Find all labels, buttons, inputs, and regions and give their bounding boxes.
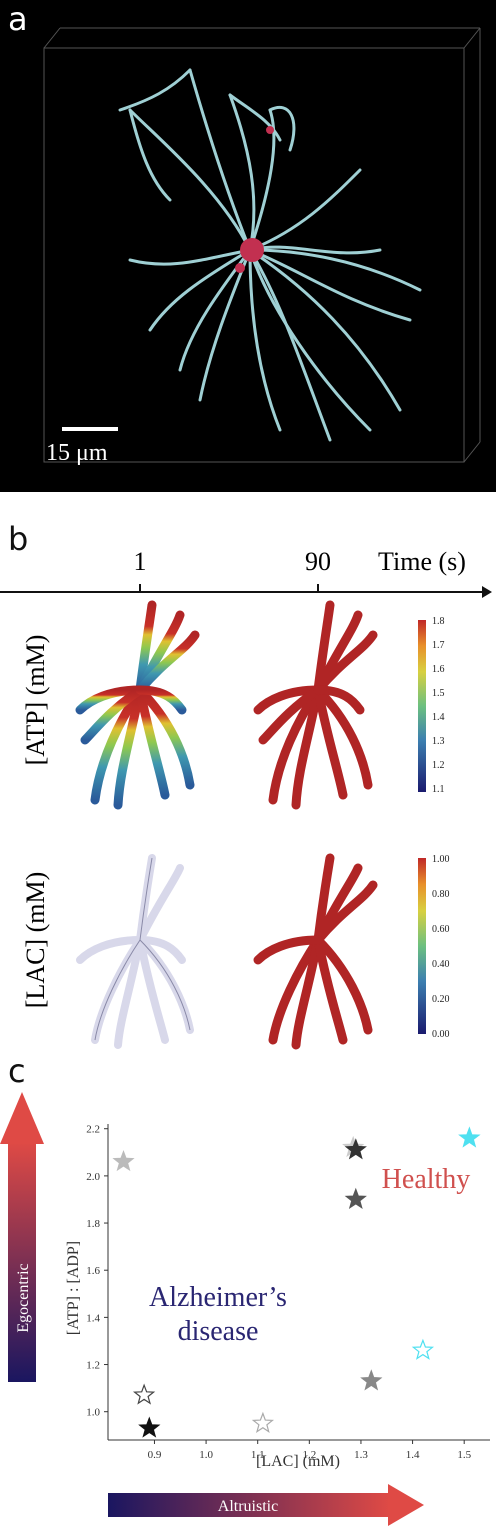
altruistic-arrow-head bbox=[388, 1484, 424, 1526]
scatter-point-star bbox=[132, 1383, 156, 1405]
atp-cb-tick: 1.7 bbox=[432, 640, 445, 651]
scatter-point-star bbox=[360, 1369, 383, 1391]
scatter-point-star bbox=[112, 1150, 135, 1172]
x-tick-label: 1.4 bbox=[406, 1449, 420, 1461]
tick-label-1: 1 bbox=[134, 547, 147, 576]
x-tick-label: 1.3 bbox=[354, 1449, 368, 1461]
lac-cell-t90 bbox=[253, 853, 378, 1050]
scatter-point-star bbox=[344, 1187, 367, 1209]
y-tick-label: 2.2 bbox=[86, 1124, 100, 1136]
lac-cb-tick: 0.00 bbox=[432, 1029, 450, 1040]
atp-cb-tick: 1.3 bbox=[432, 736, 445, 747]
atp-cb-tick: 1.8 bbox=[432, 616, 445, 627]
atp-cb-tick: 1.1 bbox=[432, 784, 445, 795]
atp-cb-tick: 1.5 bbox=[432, 688, 445, 699]
astrocyte-soma bbox=[235, 126, 274, 273]
scatter-point-star bbox=[458, 1126, 481, 1148]
panel-a-label: a bbox=[8, 0, 28, 38]
atp-cb-tick: 1.2 bbox=[432, 760, 445, 771]
y-tick-label: 1.0 bbox=[86, 1407, 100, 1419]
scale-bar-label: 15 μm bbox=[46, 440, 108, 466]
lac-cb-tick: 0.40 bbox=[432, 959, 450, 970]
lac-row-label: [LAC] (mM) bbox=[21, 872, 50, 1008]
tick-label-90: 90 bbox=[305, 547, 331, 576]
panel-c-figure: Egocentric Altruistic 0.9 1.0 1.1 1.2 1.3 1.4… bbox=[0, 1092, 490, 1526]
y-axis-label: [ATP] : [ADP] bbox=[65, 1241, 82, 1335]
scatter-axes: 0.9 1.0 1.1 1.2 1.3 1.4 1.5 1.0 1.2 1.4 1.6 1.8 2.0 2… bbox=[86, 1124, 490, 1461]
atp-cell-t90 bbox=[253, 600, 378, 810]
lac-cb-tick: 0.60 bbox=[432, 924, 450, 935]
egocentric-label: Egocentric bbox=[15, 1263, 32, 1332]
egocentric-arrow-head bbox=[0, 1092, 44, 1144]
alzheimers-label-line2: disease bbox=[178, 1316, 259, 1347]
scatter-point-star bbox=[251, 1411, 275, 1433]
lac-cb-tick: 1.00 bbox=[432, 854, 450, 865]
scatter-point-star bbox=[344, 1138, 367, 1160]
scale-bar bbox=[62, 427, 118, 431]
lac-colorbar bbox=[418, 858, 426, 1034]
x-tick-label: 1.2 bbox=[302, 1449, 316, 1461]
atp-colorbar bbox=[418, 620, 426, 792]
x-axis-label: [LAC] (mM) bbox=[256, 1453, 340, 1470]
panel-b-figure: 1 90 Time (s) [ATP] (mM) [LAC] (mM) 1.8 … bbox=[0, 547, 492, 1050]
lac-cell-t1 bbox=[76, 854, 194, 1049]
atp-cell-t1 bbox=[75, 600, 200, 810]
x-tick-label: 1.5 bbox=[457, 1449, 471, 1461]
healthy-label: Healthy bbox=[382, 1164, 471, 1195]
altruistic-arrow-body bbox=[108, 1493, 390, 1517]
scatter-point-star bbox=[411, 1338, 435, 1360]
astrocyte-processes bbox=[118, 68, 422, 442]
scatter-points bbox=[112, 1126, 481, 1438]
lac-cb-tick: 0.80 bbox=[432, 889, 450, 900]
time-axis-label: Time (s) bbox=[378, 547, 466, 576]
atp-cb-tick: 1.4 bbox=[432, 712, 445, 723]
y-tick-label: 1.8 bbox=[86, 1218, 100, 1230]
time-axis-arrowhead bbox=[482, 586, 492, 598]
altruistic-label: Altruistic bbox=[218, 1498, 278, 1515]
alzheimers-label-line1: Alzheimer’s bbox=[149, 1282, 287, 1313]
y-tick-label: 1.2 bbox=[86, 1360, 100, 1372]
atp-row-label: [ATP] (mM) bbox=[21, 635, 50, 766]
astrocyte-3d-render: a 15 μm bbox=[0, 0, 496, 492]
atp-cb-tick: 1.6 bbox=[432, 664, 445, 675]
lac-cell-t1-outline bbox=[94, 857, 191, 1041]
lac-cb-tick: 0.20 bbox=[432, 994, 450, 1005]
scatter-point-star bbox=[138, 1416, 161, 1438]
x-tick-label: 1.1 bbox=[251, 1449, 265, 1461]
render-canvas bbox=[43, 27, 481, 463]
y-tick-label: 1.4 bbox=[86, 1312, 100, 1324]
y-tick-label: 1.6 bbox=[86, 1265, 100, 1277]
bounding-box bbox=[43, 27, 481, 463]
egocentric-arrow-body bbox=[8, 1142, 36, 1382]
x-tick-label: 0.9 bbox=[148, 1449, 162, 1461]
panel-c-label: c bbox=[8, 1052, 26, 1090]
panel-b-label: b bbox=[8, 520, 29, 558]
x-tick-label: 1.0 bbox=[199, 1449, 213, 1461]
y-tick-label: 2.0 bbox=[86, 1171, 100, 1183]
